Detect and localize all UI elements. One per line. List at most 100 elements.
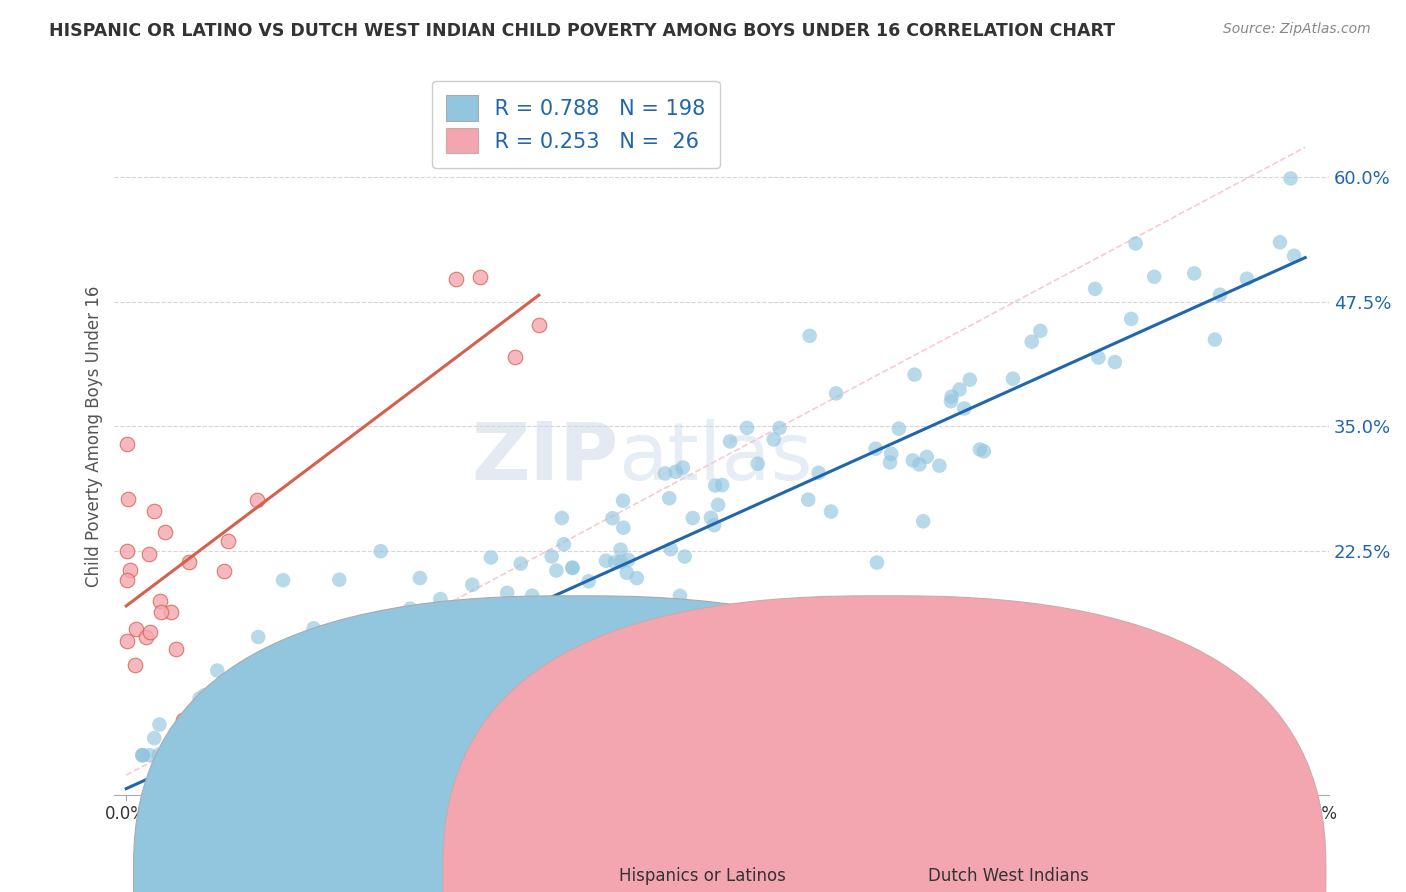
Point [623,706,645,720]
Point [231,665,253,679]
Point [440,710,463,724]
Point [1087,351,1109,365]
Point [143,504,166,518]
Point [117,544,139,558]
Point [820,504,842,518]
Point [160,605,183,619]
Point [330,647,353,661]
Point [165,641,187,656]
Point [419,614,441,628]
Point [250,737,273,751]
Point [138,547,160,561]
Point [583,721,606,735]
Point [226,735,249,749]
Point [578,574,600,589]
Point [602,511,624,525]
Text: HISPANIC OR LATINO VS DUTCH WEST INDIAN CHILD POVERTY AMONG BOYS UNDER 16 CORREL: HISPANIC OR LATINO VS DUTCH WEST INDIAN … [49,22,1115,40]
Point [704,478,727,492]
Point [887,422,910,436]
Point [647,639,669,653]
Point [224,748,246,763]
Point [953,401,976,416]
Point [682,511,704,525]
Point [117,491,139,506]
Point [194,688,217,702]
Point [520,589,543,603]
Point [574,667,596,681]
Point [457,694,479,708]
Point [301,699,323,714]
Point [546,564,568,578]
Point [520,614,543,628]
Legend:  R = 0.788   N = 198,  R = 0.253   N =  26: R = 0.788 N = 198, R = 0.253 N = 26 [432,80,720,168]
Point [527,318,550,332]
Point [349,709,371,723]
Point [607,652,630,666]
Point [357,748,380,763]
Point [243,665,266,679]
Point [425,748,447,763]
Point [612,493,634,508]
Point [232,748,254,763]
Point [287,663,309,677]
Point [167,748,190,763]
Point [294,748,316,763]
Point [117,634,139,648]
Point [124,657,146,672]
Point [238,712,260,726]
Point [747,457,769,471]
Text: Hispanics or Latinos: Hispanics or Latinos [619,867,786,885]
Point [612,521,634,535]
Point [1125,236,1147,251]
Point [429,592,451,607]
Point [561,561,583,575]
Point [735,421,758,435]
Point [325,711,347,725]
Point [915,450,938,464]
Point [903,368,925,382]
Point [617,553,640,567]
Point [396,715,419,730]
Point [659,542,682,557]
Point [799,328,821,343]
Point [366,712,388,726]
Point [135,630,157,644]
Point [202,748,225,763]
Point [162,748,184,763]
Point [610,555,633,569]
Point [672,460,695,475]
Point [260,734,283,748]
Point [948,383,970,397]
Point [880,447,903,461]
Point [148,717,170,731]
Point [271,573,294,587]
Point [280,712,302,726]
Point [392,665,415,679]
Point [567,607,589,622]
Point [865,442,887,456]
Point [280,742,302,756]
Point [762,433,785,447]
Point [201,706,224,721]
Point [1279,171,1302,186]
Point [153,524,176,539]
Point [562,629,585,643]
Point [384,650,406,665]
Point [366,728,388,742]
Point [479,550,502,565]
Point [172,713,194,727]
Point [718,434,741,449]
Point [228,748,250,763]
Point [468,269,491,284]
Point [908,458,931,472]
Point [866,556,889,570]
Point [1104,355,1126,369]
Point [711,478,734,492]
Point [596,599,619,614]
Point [1268,235,1291,250]
Text: ZIP: ZIP [471,418,619,497]
Point [395,652,418,666]
Point [139,625,162,640]
Point [626,571,648,585]
Point [138,748,160,763]
